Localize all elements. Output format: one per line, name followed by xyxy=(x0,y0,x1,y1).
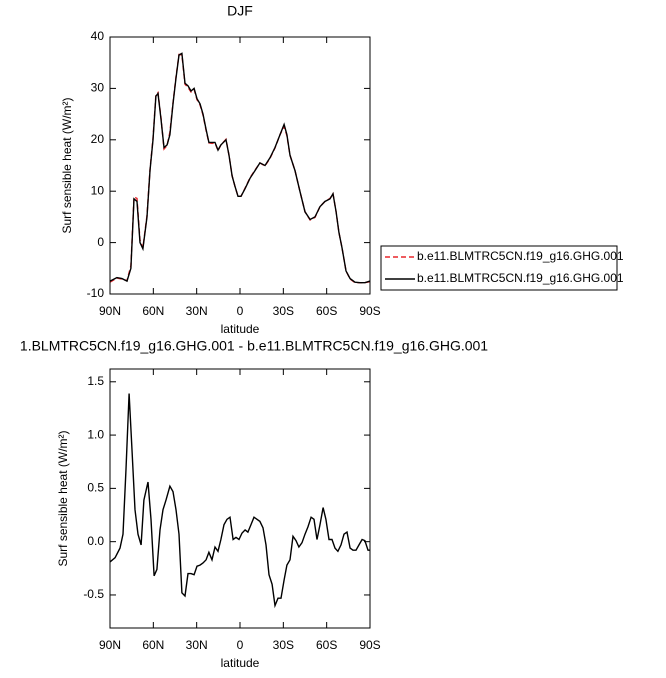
y-tick-label: -10 xyxy=(87,286,105,300)
legend-label: b.e11.BLMTRC5CN.f19_g16.GHG.001 xyxy=(417,249,624,263)
y-axis-label: Surf sensible heat (W/m²) xyxy=(56,430,70,566)
y-tick-label: -0.5 xyxy=(83,587,104,601)
y-tick-label: 30 xyxy=(91,81,105,95)
legend-label: b.e11.BLMTRC5CN.f19_g16.GHG.001 xyxy=(417,271,624,285)
chart-title: 1.BLMTRC5CN.f19_g16.GHG.001 - b.e11.BLMT… xyxy=(20,338,488,354)
x-tick-label: 0 xyxy=(237,304,244,318)
y-tick-label: 1.5 xyxy=(87,374,104,388)
y-tick-label: 0.5 xyxy=(87,481,104,495)
x-axis-label: latitude xyxy=(221,656,260,670)
x-tick-label: 90N xyxy=(99,638,121,652)
y-tick-label: 40 xyxy=(91,29,105,43)
y-tick-label: 0 xyxy=(97,235,104,249)
x-tick-label: 30N xyxy=(186,638,208,652)
y-tick-label: 1.0 xyxy=(87,427,104,441)
series-line xyxy=(109,53,371,284)
x-tick-label: 30S xyxy=(273,638,294,652)
x-tick-label: 60N xyxy=(142,638,164,652)
x-tick-label: 90S xyxy=(359,638,380,652)
chart-title: DJF xyxy=(227,3,253,19)
x-tick-label: 90N xyxy=(99,304,121,318)
plot-frame xyxy=(109,36,371,295)
legend-box xyxy=(380,245,618,291)
series-line xyxy=(109,52,371,284)
x-tick-label: 30S xyxy=(273,304,294,318)
x-tick-label: 0 xyxy=(237,638,244,652)
x-tick-label: 60S xyxy=(316,638,337,652)
plot-frame xyxy=(109,368,371,629)
x-axis-label: latitude xyxy=(221,322,260,336)
series-line xyxy=(109,393,370,609)
y-tick-label: 10 xyxy=(91,183,105,197)
y-tick-label: 0.0 xyxy=(87,534,104,548)
x-tick-label: 30N xyxy=(186,304,208,318)
x-tick-label: 60N xyxy=(142,304,164,318)
x-tick-label: 90S xyxy=(359,304,380,318)
y-tick-label: 20 xyxy=(91,132,105,146)
x-tick-label: 60S xyxy=(316,304,337,318)
y-axis-label: Surf sensible heat (W/m²) xyxy=(60,97,74,233)
